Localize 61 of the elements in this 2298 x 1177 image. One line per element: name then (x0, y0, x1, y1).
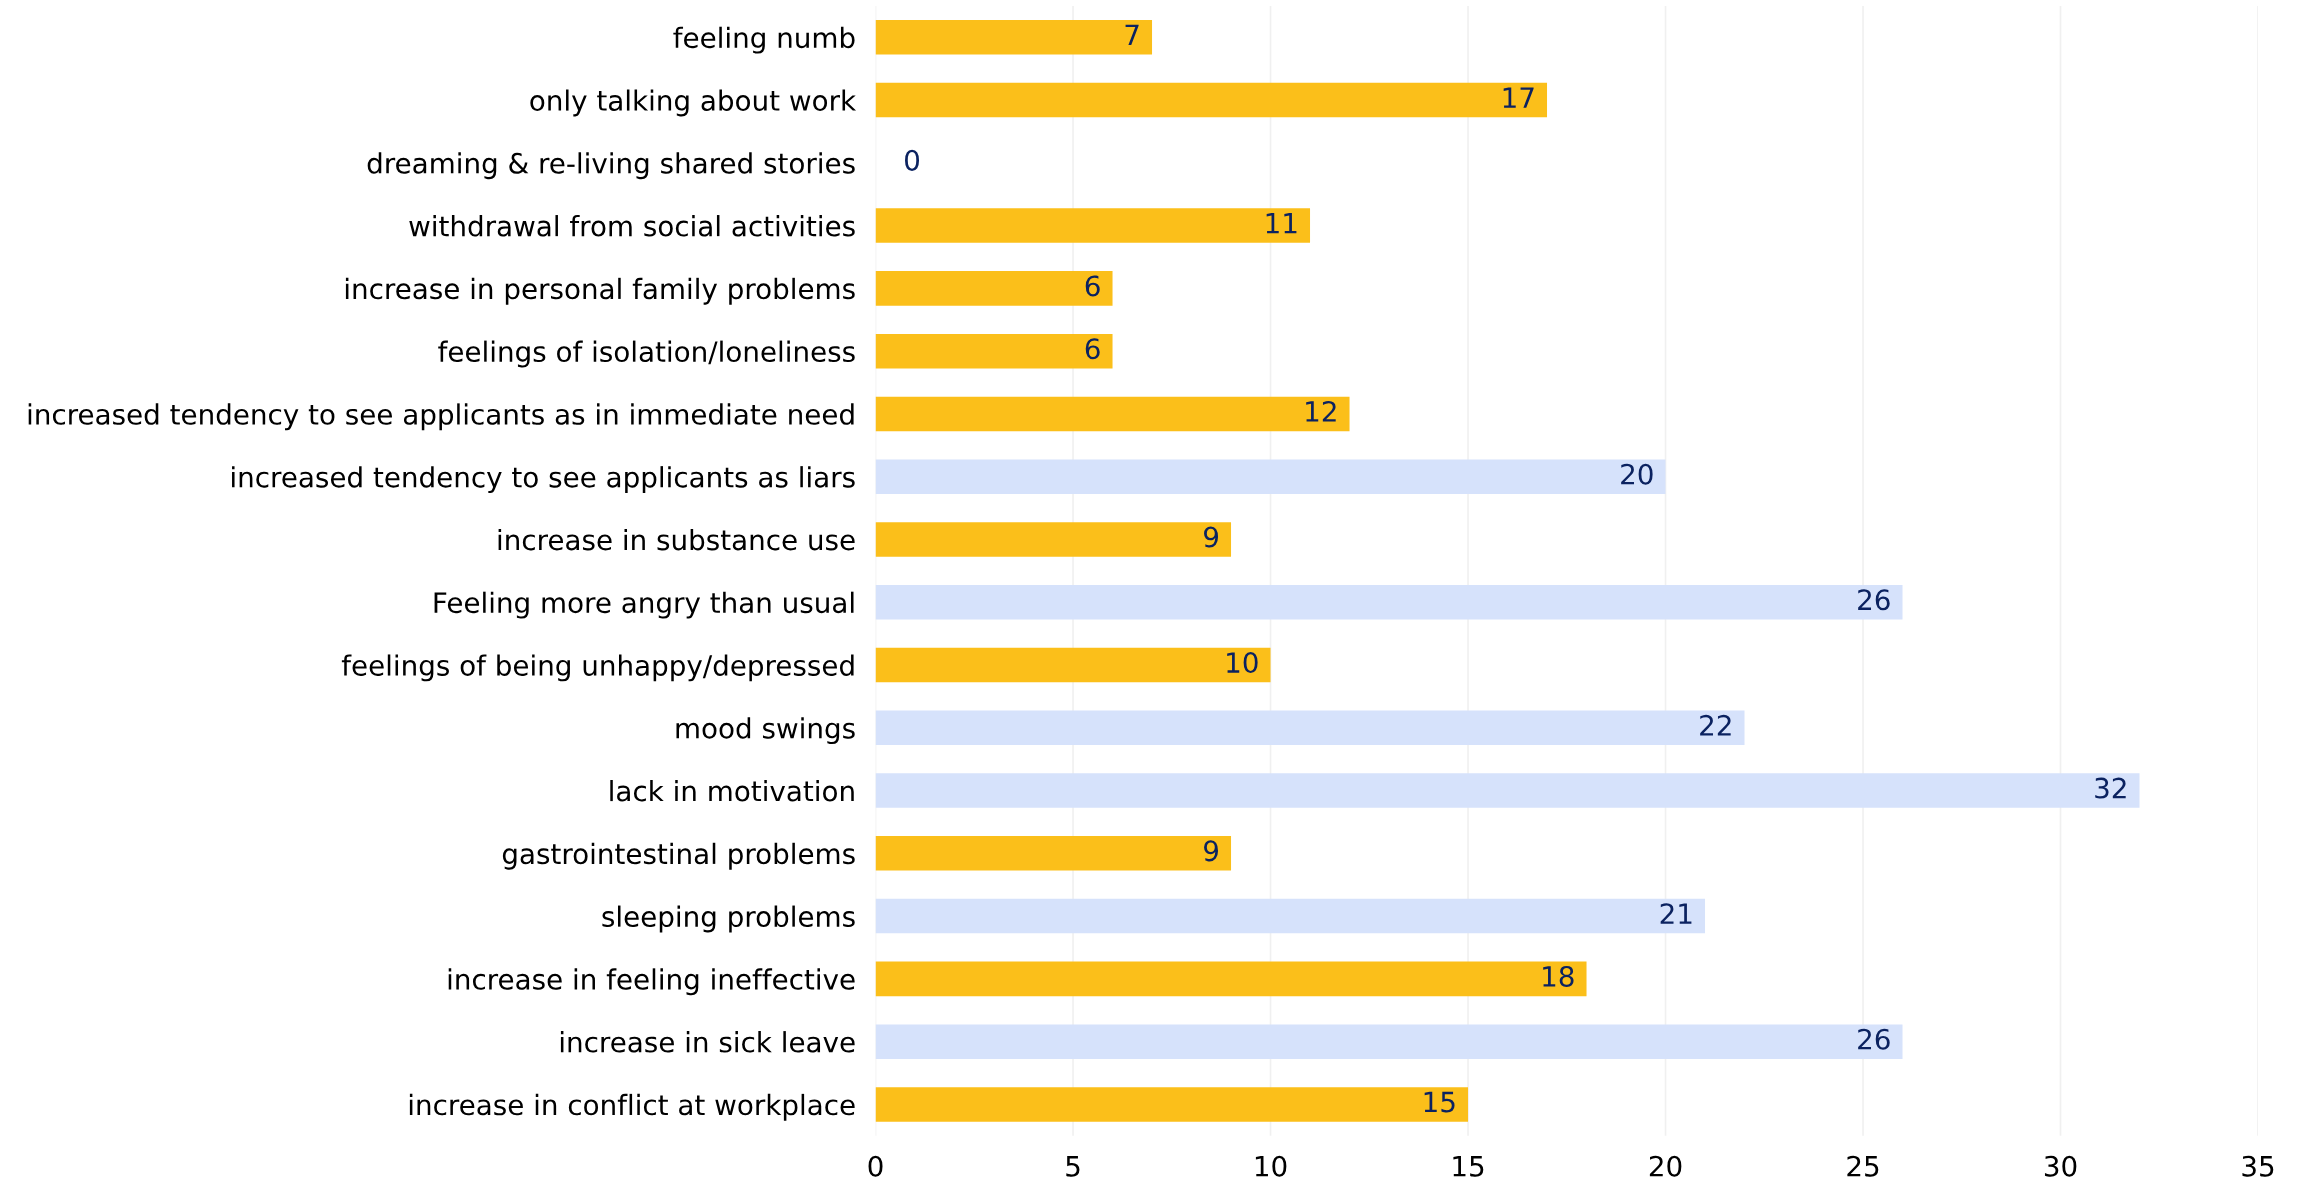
x-tick-label: 35 (2242, 1155, 2274, 1177)
bar (875, 898, 1706, 934)
bar (875, 459, 1666, 494)
y-tick-label: increased tendency to see applicants as in immediate need (28, 403, 854, 431)
y-tick-label: lack in motivation (610, 780, 854, 802)
y-tick-label: increased tendency to see applicants as liars (232, 466, 855, 494)
data-label: 7 (1125, 24, 1139, 45)
x-tick-label: 0 (868, 1155, 883, 1177)
y-tick-label: only talking about work (530, 89, 857, 117)
data-label: 26 (1858, 1028, 1890, 1050)
data-label: 18 (1543, 965, 1574, 987)
bar (875, 647, 1271, 683)
bar (875, 961, 1587, 997)
bar (875, 396, 1350, 432)
data-label: 20 (1621, 463, 1653, 485)
data-label: 21 (1660, 903, 1692, 924)
y-tick-label: feelings of isolation/loneliness (438, 340, 855, 368)
data-label: 17 (1503, 87, 1534, 108)
y-tick-label: increase in conflict at workplace (409, 1093, 855, 1121)
data-label: 26 (1858, 589, 1890, 611)
bar (875, 522, 1232, 557)
data-label: 0 (905, 149, 920, 171)
y-tick-label: mood swings (676, 717, 855, 745)
bar (875, 208, 1311, 243)
bar (875, 773, 2140, 808)
data-label: 22 (1700, 714, 1731, 736)
data-label: 6 (1085, 275, 1100, 297)
data-label: 6 (1085, 338, 1100, 360)
y-tick-label: increase in personal family problems (345, 277, 855, 305)
y-tick-label: feeling numb (673, 26, 855, 54)
data-label: 11 (1266, 213, 1297, 234)
data-label: 12 (1306, 400, 1336, 422)
y-tick-label: sleeping problems (602, 905, 855, 933)
y-tick-label: increase in feeling ineffective (448, 968, 855, 996)
y-tick-label: increase in substance use (498, 528, 855, 551)
bar (875, 271, 1113, 306)
x-tick-label: 5 (1066, 1156, 1080, 1177)
bar (875, 82, 1548, 118)
y-tick-label: gastrointestinal problems (502, 842, 855, 870)
data-label: 32 (2095, 777, 2126, 799)
bar (875, 333, 1113, 369)
bar (875, 1024, 1903, 1059)
x-tick-label: 25 (1847, 1155, 1879, 1177)
data-label: 15 (1424, 1091, 1455, 1113)
data-label: 9 (1204, 840, 1219, 862)
x-tick-label: 10 (1255, 1155, 1287, 1177)
y-tick-label: Feeling more angry than usual (434, 591, 854, 619)
bar (875, 584, 1903, 620)
y-tick-label: dreaming & re-living shared stories (367, 152, 855, 180)
y-tick-label: withdrawal from social activities (409, 215, 855, 237)
data-label: 10 (1227, 652, 1258, 674)
bar (875, 710, 1745, 746)
x-tick-label: 30 (2044, 1155, 2077, 1177)
x-tick-label: 20 (1649, 1155, 1682, 1177)
x-tick-label: 15 (1453, 1156, 1484, 1177)
bar (875, 20, 1153, 55)
bar (875, 1087, 1469, 1122)
y-tick-label: increase in sick leave (560, 1031, 855, 1053)
bar (875, 836, 1232, 871)
y-tick-label: feelings of being unhappy/depressed (341, 654, 854, 682)
data-label: 9 (1204, 526, 1219, 548)
